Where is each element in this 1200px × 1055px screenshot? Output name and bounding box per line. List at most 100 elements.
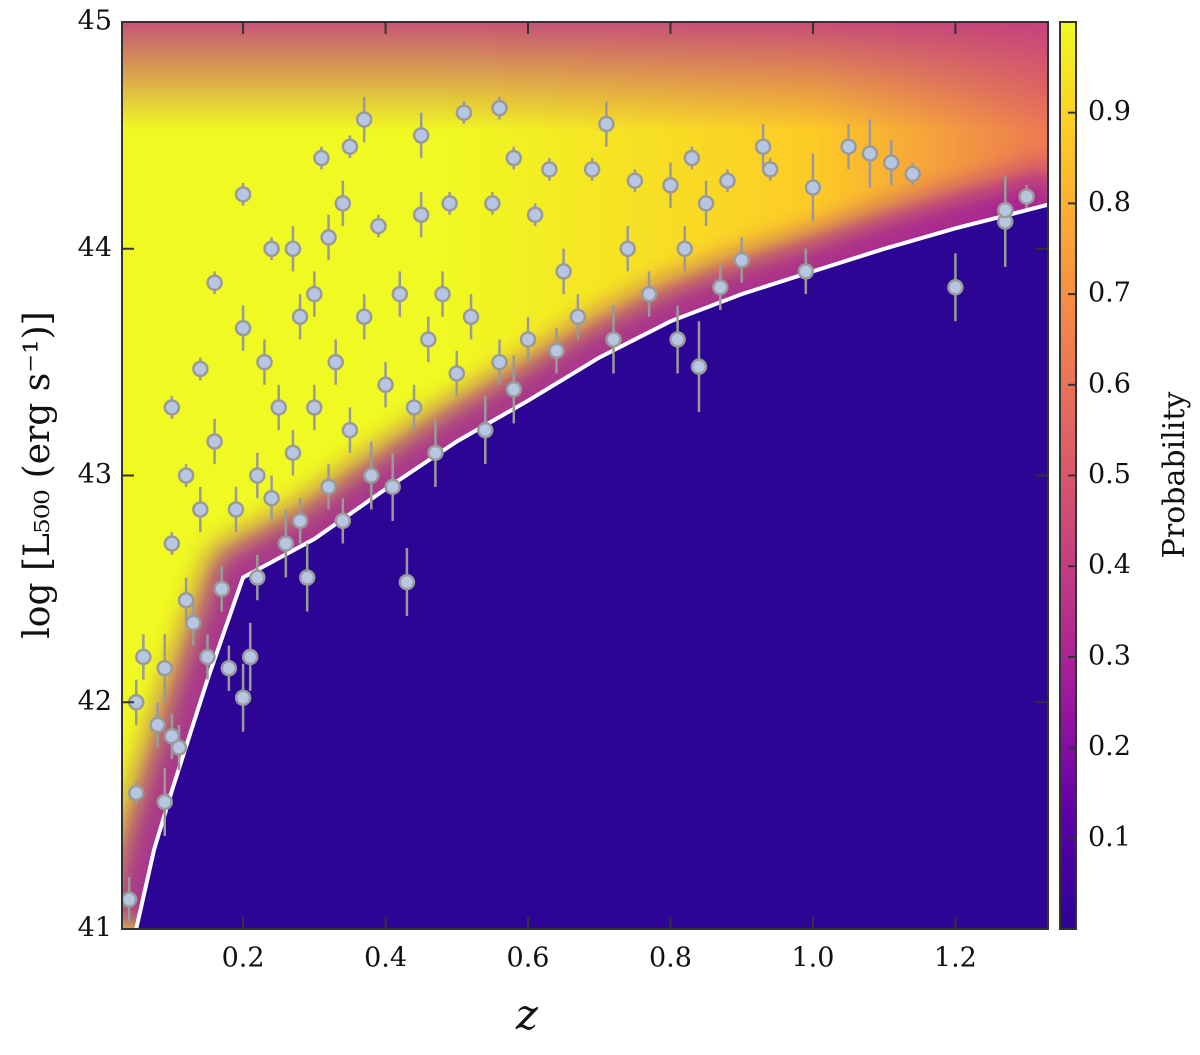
data-point — [883, 154, 900, 171]
data-point — [341, 138, 359, 155]
data-point — [220, 659, 238, 677]
data-point — [363, 467, 380, 484]
data-point — [555, 263, 572, 280]
data-point — [192, 360, 209, 378]
x-tick-label: 1.0 — [791, 943, 834, 974]
data-point — [277, 535, 295, 552]
data-point — [234, 319, 252, 337]
data-point — [605, 331, 622, 348]
data-point — [861, 145, 879, 162]
data-point — [1018, 188, 1035, 205]
data-point — [263, 489, 280, 507]
x-tick-label: 0.2 — [222, 943, 265, 974]
data-point — [263, 240, 280, 257]
data-point — [797, 263, 815, 280]
data-point — [199, 648, 216, 666]
y-tick-label: 43 — [78, 459, 112, 490]
data-point — [505, 381, 523, 398]
y-axis-label: log [L₅₀₀ (erg s⁻¹)] — [17, 311, 58, 638]
data-point — [427, 444, 444, 462]
data-point — [583, 161, 601, 178]
data-point — [306, 399, 323, 416]
data-point — [163, 728, 181, 745]
colorbar-tick-label: 0.8 — [1088, 187, 1131, 218]
data-point — [122, 891, 138, 908]
colorbar-tick-label: 0.3 — [1088, 640, 1131, 671]
data-point — [491, 353, 508, 371]
data-point — [840, 138, 857, 155]
data-point — [184, 614, 202, 632]
colorbar-tick-label: 0.2 — [1088, 731, 1131, 762]
data-point — [626, 172, 644, 189]
y-tick-label: 44 — [78, 232, 112, 263]
data-point — [420, 331, 437, 348]
y-tick-label: 42 — [78, 686, 112, 717]
data-point — [462, 308, 480, 326]
data-point — [206, 274, 223, 292]
data-point — [127, 784, 145, 802]
data-point — [156, 659, 173, 677]
data-point — [683, 149, 701, 167]
colorbar-label: Probability — [1157, 392, 1192, 559]
data-point — [327, 353, 344, 371]
data-point — [206, 433, 223, 450]
data-point — [904, 165, 921, 183]
data-point — [249, 467, 266, 484]
data-point — [484, 195, 501, 212]
data-point — [412, 127, 430, 144]
data-point — [177, 467, 195, 484]
data-point — [156, 793, 173, 811]
data-point — [548, 342, 565, 360]
data-point — [640, 285, 658, 303]
data-point — [434, 285, 451, 303]
data-point — [320, 229, 337, 246]
data-point — [505, 149, 523, 167]
data-point — [804, 179, 822, 196]
data-point — [377, 376, 394, 394]
x-tick-label: 1.2 — [934, 943, 977, 974]
data-point — [291, 308, 309, 326]
data-point — [712, 279, 729, 296]
data-point — [163, 399, 181, 416]
data-point — [370, 217, 387, 235]
data-point — [719, 172, 736, 189]
data-point — [270, 399, 287, 416]
data-point — [313, 149, 330, 167]
data-point — [192, 501, 209, 518]
data-point — [541, 161, 558, 178]
data-point — [355, 111, 373, 128]
colorbar-tick-label: 0.9 — [1088, 96, 1131, 127]
data-point — [227, 501, 245, 518]
data-point — [320, 478, 337, 496]
colorbar-tick-label: 0.4 — [1088, 550, 1131, 581]
data-point — [697, 195, 715, 212]
colorbar-tick-label: 0.1 — [1088, 822, 1131, 853]
x-tick-label: 0.8 — [649, 943, 692, 974]
data-point — [135, 648, 152, 666]
data-point — [149, 716, 166, 734]
data-point — [163, 535, 181, 552]
data-point — [733, 251, 750, 269]
data-point — [177, 591, 195, 609]
data-point — [519, 331, 537, 348]
data-point — [669, 331, 686, 348]
data-point — [676, 240, 693, 257]
data-point — [213, 580, 230, 598]
data-point — [241, 648, 259, 666]
x-axis-label: z — [515, 990, 539, 1039]
data-point — [341, 421, 359, 439]
data-point — [298, 569, 316, 586]
data-point — [448, 365, 466, 382]
data-point — [398, 573, 416, 591]
colorbar-tick-label: 0.6 — [1088, 368, 1131, 399]
data-point — [101, 797, 115, 811]
data-point — [334, 512, 352, 530]
data-point — [284, 240, 302, 257]
data-point — [569, 308, 587, 326]
data-point — [284, 444, 302, 462]
data-point — [334, 195, 352, 212]
data-point — [491, 99, 508, 117]
data-point — [234, 186, 252, 203]
y-tick-label: 41 — [78, 913, 112, 944]
